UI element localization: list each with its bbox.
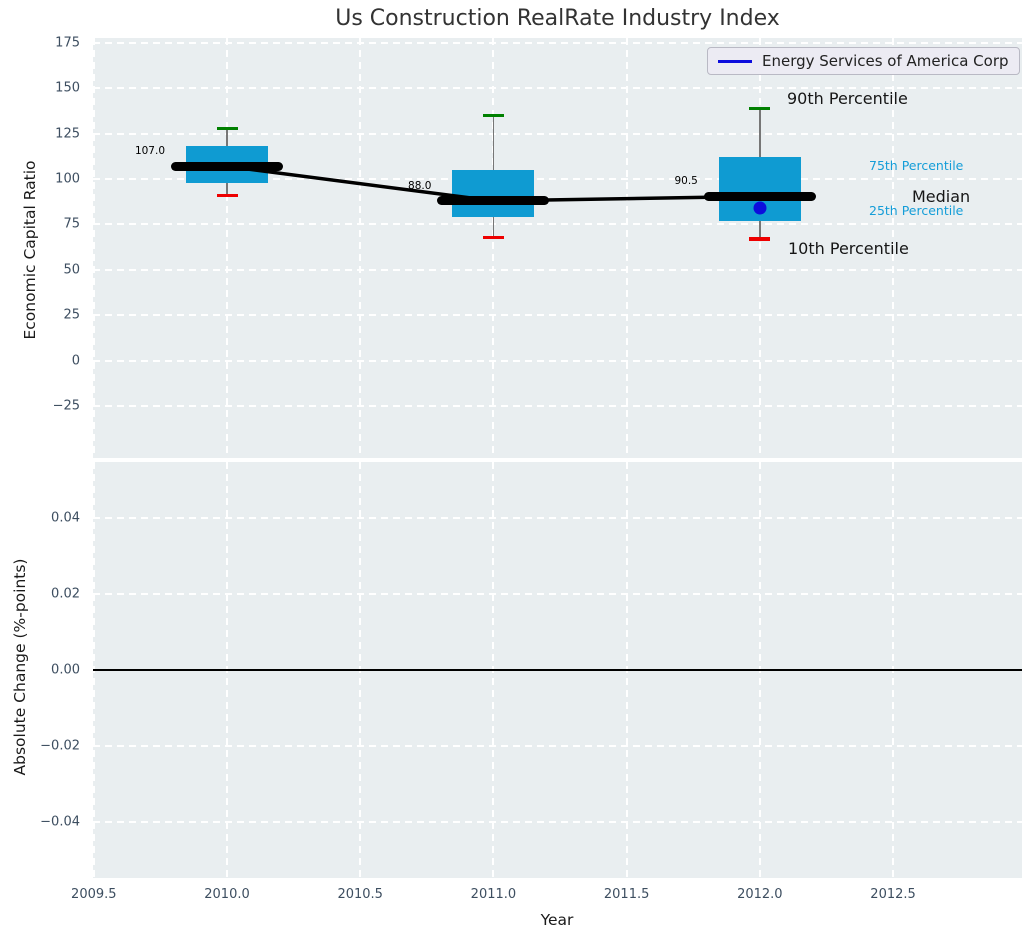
gridline-vertical: [625, 38, 628, 458]
label-10th-percentile: 10th Percentile: [788, 239, 909, 258]
top-y-tick-label: 125: [55, 126, 80, 142]
p90-cap: [216, 126, 238, 130]
gridline-horizontal: [93, 178, 1022, 181]
gridline-vertical: [359, 38, 362, 458]
gridline-horizontal: [93, 821, 1022, 824]
label-median: Median: [912, 187, 971, 206]
gridline-vertical: [492, 38, 495, 458]
gridline-horizontal: [93, 223, 1022, 226]
gridline-vertical: [92, 38, 95, 458]
company-data-point: [753, 201, 767, 215]
legend-line-swatch: [718, 59, 752, 63]
top-y-tick-label: 75: [63, 216, 80, 232]
p90-cap: [749, 106, 771, 110]
legend: Energy Services of America Corp: [707, 47, 1020, 75]
top-y-tick-label: 25: [63, 307, 80, 323]
gridline-horizontal: [93, 359, 1022, 362]
zero-reference-line: [93, 669, 1022, 671]
chart-title: Us Construction RealRate Industry Index: [335, 6, 780, 31]
x-tick-label: 2009.5: [71, 887, 117, 902]
top-y-tick-label: 150: [55, 80, 80, 96]
p90-cap: [482, 113, 504, 118]
gridline-horizontal: [93, 516, 1022, 519]
gridline-horizontal: [93, 132, 1022, 135]
gridline-horizontal: [93, 314, 1022, 317]
top-y-tick-label: 175: [55, 35, 80, 51]
top-y-tick-label: 100: [55, 171, 80, 187]
legend-series-label: Energy Services of America Corp: [762, 52, 1009, 70]
bottom-y-tick-label: 0.04: [51, 510, 80, 526]
gridline-horizontal: [93, 745, 1022, 748]
gridline-horizontal: [93, 268, 1022, 271]
gridline-horizontal: [93, 592, 1022, 595]
gridline-horizontal: [93, 87, 1022, 90]
bottom-plot-panel: [92, 462, 1022, 878]
median-segment: [703, 191, 816, 201]
gridline-horizontal: [93, 404, 1022, 407]
gridline-horizontal: [93, 41, 1022, 44]
x-tick-label: 2010.5: [337, 887, 383, 902]
top-plot-panel: [92, 38, 1022, 458]
x-tick-label: 2012.5: [870, 887, 916, 902]
median-value-annotation: 90.5: [674, 175, 698, 188]
x-tick-label: 2011.5: [603, 887, 650, 902]
bottom-y-tick-label: 0.00: [51, 662, 80, 678]
top-y-tick-label: 50: [63, 262, 80, 278]
label-75th-percentile: 75th Percentile: [869, 158, 964, 173]
p10-cap: [749, 237, 771, 241]
median-value-annotation: 107.0: [134, 145, 165, 158]
median-segment: [171, 161, 283, 171]
top-y-tick-label: 0: [71, 353, 80, 369]
label-25th-percentile: 25th Percentile: [869, 203, 964, 218]
x-tick-label: 2011.0: [470, 887, 517, 902]
gridline-vertical: [226, 38, 228, 458]
bottom-y-tick-label: 0.02: [51, 586, 80, 602]
p10-cap: [482, 235, 504, 239]
p10-cap: [216, 193, 238, 198]
x-axis-label: Year: [540, 911, 574, 929]
x-tick-label: 2012.0: [737, 887, 783, 902]
gridline-vertical: [758, 38, 761, 458]
median-segment: [437, 196, 550, 206]
gridline-vertical: [892, 38, 895, 458]
top-y-tick-label: −25: [52, 398, 80, 414]
label-90th-percentile: 90th Percentile: [787, 89, 908, 108]
iqr-box: [452, 170, 535, 218]
bottom-y-tick-label: −0.02: [40, 738, 80, 754]
bottom-y-tick-label: −0.04: [40, 814, 80, 830]
x-tick-label: 2010.0: [204, 887, 250, 902]
